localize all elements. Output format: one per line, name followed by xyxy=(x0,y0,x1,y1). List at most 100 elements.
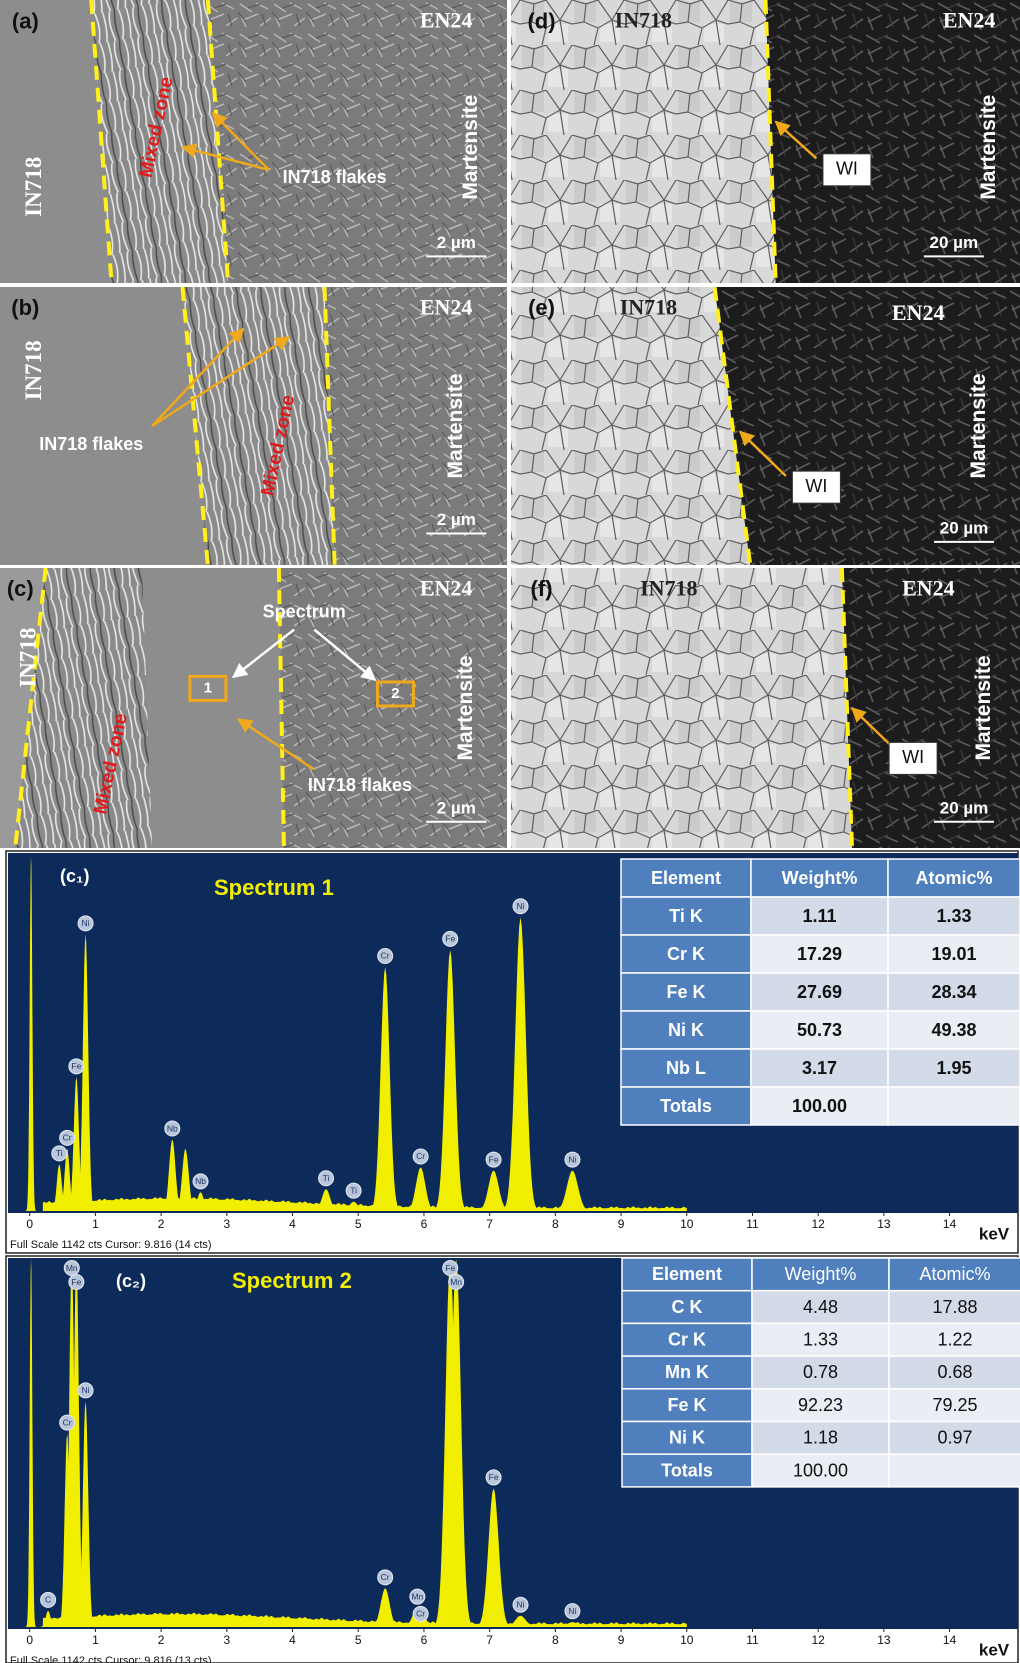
table-value: 49.38 xyxy=(931,1020,976,1040)
page: (a)EN24IN718Mixed zoneIN718 flakesMarten… xyxy=(0,0,1020,1663)
scale-label: 2 µm xyxy=(437,798,476,817)
scale-label: 2 µm xyxy=(437,233,476,252)
in718-region xyxy=(0,287,208,565)
table-value: Nb L xyxy=(666,1058,706,1078)
table-cell xyxy=(889,1454,1020,1487)
peak-label: Fe xyxy=(71,1277,81,1287)
table-value: Cr K xyxy=(667,944,705,964)
peak-label: Mn xyxy=(411,1591,423,1601)
peak-label: Fe xyxy=(489,1154,499,1164)
table-value: 1.95 xyxy=(936,1058,971,1078)
annotation: IN718 flakes xyxy=(283,167,387,187)
x-tick-label: 3 xyxy=(223,1633,230,1647)
spectrum-number: 2 xyxy=(391,685,399,702)
table-value: 79.25 xyxy=(932,1395,977,1415)
x-tick-label: 6 xyxy=(421,1633,428,1647)
material-label: EN24 xyxy=(902,575,955,600)
x-tick-label: 1 xyxy=(92,1633,99,1647)
peak-label: Fe xyxy=(71,1061,81,1071)
grain-region xyxy=(511,287,750,565)
table-value: Fe K xyxy=(666,982,705,1002)
x-tick-label: 4 xyxy=(289,1633,296,1647)
table-header: Atomic% xyxy=(919,1264,990,1284)
table-value: 1.33 xyxy=(936,906,971,926)
x-tick-label: 8 xyxy=(552,1217,559,1231)
table-value: Ti K xyxy=(669,906,703,926)
peak-label: Cr xyxy=(63,1417,72,1427)
x-tick-label: 12 xyxy=(811,1217,825,1231)
material-label: EN24 xyxy=(420,294,473,319)
rotated-label: Martensite xyxy=(977,95,1000,200)
peak-label: Ti xyxy=(350,1185,357,1195)
annotation: IN718 flakes xyxy=(39,434,143,454)
peak-label: C xyxy=(45,1595,51,1605)
scale-label: 20 µm xyxy=(930,233,979,252)
peak-label: Ni xyxy=(568,1606,576,1616)
table-value: Totals xyxy=(660,1096,712,1116)
table-value: Fe K xyxy=(667,1395,706,1415)
rotated-label: IN718 xyxy=(16,628,41,688)
peak-label: Ni xyxy=(82,1385,90,1395)
rotated-label: IN718 xyxy=(21,340,46,400)
rotated-label: Martensite xyxy=(972,655,995,760)
rotated-label: Martensite xyxy=(444,373,467,478)
table-value: Ni K xyxy=(668,1020,704,1040)
panel-label: (c₁) xyxy=(60,866,89,886)
table-value: 1.11 xyxy=(802,906,836,926)
scale-label: 2 µm xyxy=(437,510,476,529)
wi-label: WI xyxy=(836,159,858,179)
spectrum-number: 1 xyxy=(204,679,212,696)
table-value: 50.73 xyxy=(797,1020,842,1040)
material-label: IN718 xyxy=(620,294,677,319)
x-tick-label: 4 xyxy=(289,1217,296,1231)
rotated-label: Martensite xyxy=(459,95,482,200)
peak-label: Nb xyxy=(167,1123,178,1133)
x-tick-label: 7 xyxy=(486,1633,493,1647)
panel-label: (e) xyxy=(528,295,555,320)
panel-label: (b) xyxy=(11,295,39,320)
table-value: Ni K xyxy=(669,1428,705,1448)
x-tick-label: 14 xyxy=(943,1633,957,1647)
rotated-label: Martensite xyxy=(454,655,477,760)
table-value: 0.97 xyxy=(937,1428,972,1448)
spectrum-title: Spectrum 2 xyxy=(232,1268,352,1293)
table-header: Atomic% xyxy=(915,868,992,888)
x-tick-label: 10 xyxy=(680,1633,694,1647)
material-label: EN24 xyxy=(420,575,473,600)
table-value: 19.01 xyxy=(931,944,976,964)
micrograph-panel: (a)EN24IN718Mixed zoneIN718 flakesMarten… xyxy=(0,0,507,283)
table-header: Weight% xyxy=(782,868,858,888)
peak-label: Ti xyxy=(323,1173,330,1183)
x-tick-label: 8 xyxy=(552,1633,559,1647)
peak-label: Fe xyxy=(489,1472,499,1482)
x-tick-label: 6 xyxy=(421,1217,428,1231)
material-label: EN24 xyxy=(420,8,473,33)
panel-label: (c) xyxy=(7,576,34,601)
peak-label: Cr xyxy=(381,1572,390,1582)
panel-label: (d) xyxy=(527,8,555,33)
x-axis-label: keV xyxy=(979,1224,1010,1243)
micrograph-panel: (e)IN718EN24WIMartensite20 µm xyxy=(511,287,1020,565)
peak-label: Nb xyxy=(195,1176,206,1186)
table-cell xyxy=(888,1087,1020,1125)
footer: Full Scale 1142 cts Cursor: 9.816 (13 ct… xyxy=(10,1655,212,1663)
table-value: 100.00 xyxy=(792,1096,847,1116)
table-value: 1.33 xyxy=(803,1330,838,1350)
x-tick-label: 12 xyxy=(811,1633,825,1647)
panel-label: (a) xyxy=(12,8,39,33)
table-header: Element xyxy=(651,868,721,888)
table-value: 0.78 xyxy=(803,1362,838,1382)
rotated-label: IN718 xyxy=(21,157,46,217)
peak-label: Mn xyxy=(450,1277,462,1287)
spectrum-title: Spectrum 1 xyxy=(214,875,334,900)
table-value: Mn K xyxy=(665,1362,709,1382)
table-value: 1.22 xyxy=(937,1330,972,1350)
peak-label: Cr xyxy=(416,1151,425,1161)
table-header: Weight% xyxy=(785,1264,857,1284)
x-tick-label: 5 xyxy=(355,1633,362,1647)
grain-region xyxy=(511,0,776,283)
table-value: 3.17 xyxy=(802,1058,837,1078)
x-axis-label: keV xyxy=(979,1640,1010,1659)
wi-label: WI xyxy=(805,476,827,496)
